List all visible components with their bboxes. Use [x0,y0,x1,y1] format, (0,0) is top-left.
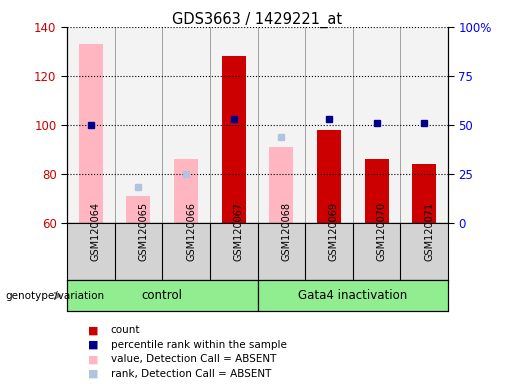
Bar [174,159,198,223]
Text: GSM120071: GSM120071 [424,202,434,261]
Text: ■: ■ [88,340,98,350]
Text: genotype/variation: genotype/variation [5,291,104,301]
Text: control: control [142,289,183,302]
Text: GSM120066: GSM120066 [186,202,196,261]
Bar [67,27,115,223]
Text: GSM120070: GSM120070 [376,202,387,261]
Bar [127,196,150,223]
Text: GSM120067: GSM120067 [234,202,244,261]
Text: percentile rank within the sample: percentile rank within the sample [111,340,287,350]
Text: Gata4 inactivation: Gata4 inactivation [298,289,407,302]
Bar [401,27,448,223]
Text: value, Detection Call = ABSENT: value, Detection Call = ABSENT [111,354,276,364]
Text: GSM120064: GSM120064 [91,202,101,261]
Text: GSM120069: GSM120069 [329,202,339,261]
Bar [210,27,258,223]
Text: ■: ■ [88,325,98,335]
Bar [162,27,210,223]
Bar [317,130,341,223]
Bar [365,159,388,223]
Text: rank, Detection Call = ABSENT: rank, Detection Call = ABSENT [111,369,271,379]
Bar [114,27,162,223]
Bar [222,56,246,223]
Bar [67,280,258,311]
Bar [258,27,305,223]
Bar [79,44,102,223]
Bar [269,147,293,223]
Text: count: count [111,325,140,335]
Text: ■: ■ [88,369,98,379]
Bar [353,27,401,223]
Bar [305,27,353,223]
Bar [258,280,448,311]
Text: GSM120068: GSM120068 [281,202,291,261]
Text: ■: ■ [88,354,98,364]
Text: GSM120065: GSM120065 [139,202,148,261]
Bar [413,164,436,223]
Text: GDS3663 / 1429221_at: GDS3663 / 1429221_at [173,12,342,28]
